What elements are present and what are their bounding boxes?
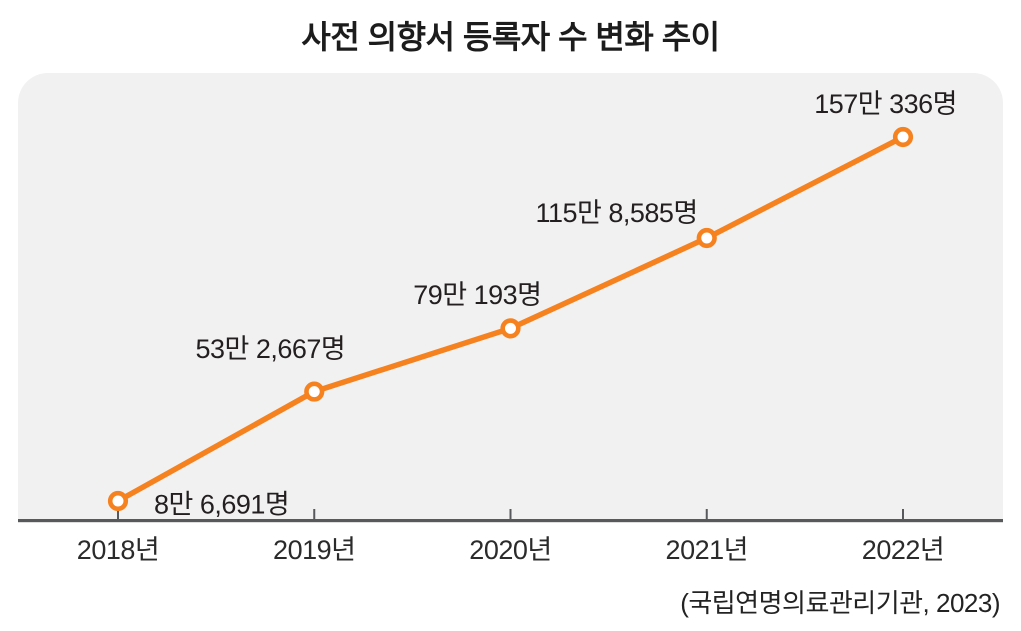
x-axis-label: 2022년	[861, 535, 945, 565]
x-axis-tick	[902, 509, 904, 521]
x-axis-tick	[117, 509, 119, 521]
plot-area	[18, 73, 1003, 521]
x-axis-label: 2021년	[665, 535, 749, 565]
data-point-marker	[107, 490, 129, 512]
chart-title: 사전 의향서 등록자 수 변화 추이	[301, 19, 720, 55]
data-point-label: 53만 2,667명	[195, 333, 346, 364]
x-axis-label: 2018년	[76, 535, 160, 565]
x-axis-tick	[509, 509, 512, 521]
data-point-label: 115만 8,585명	[535, 198, 698, 229]
x-axis-label: 2019년	[273, 535, 356, 565]
data-point-marker	[304, 381, 325, 402]
x-axis-label: 2020년	[469, 535, 552, 565]
data-point-marker	[696, 227, 717, 249]
data-point-marker	[892, 126, 914, 148]
x-axis-tick	[705, 509, 708, 521]
source-note: (국립연명의료관리기관, 2023)	[680, 588, 1000, 618]
x-axis-tick	[313, 509, 316, 521]
data-point-label: 8만 6,691명	[154, 489, 290, 520]
data-point-label: 79만 193명	[413, 280, 542, 311]
data-point-label: 157만 336명	[814, 89, 957, 119]
data-point-marker	[500, 318, 521, 339]
